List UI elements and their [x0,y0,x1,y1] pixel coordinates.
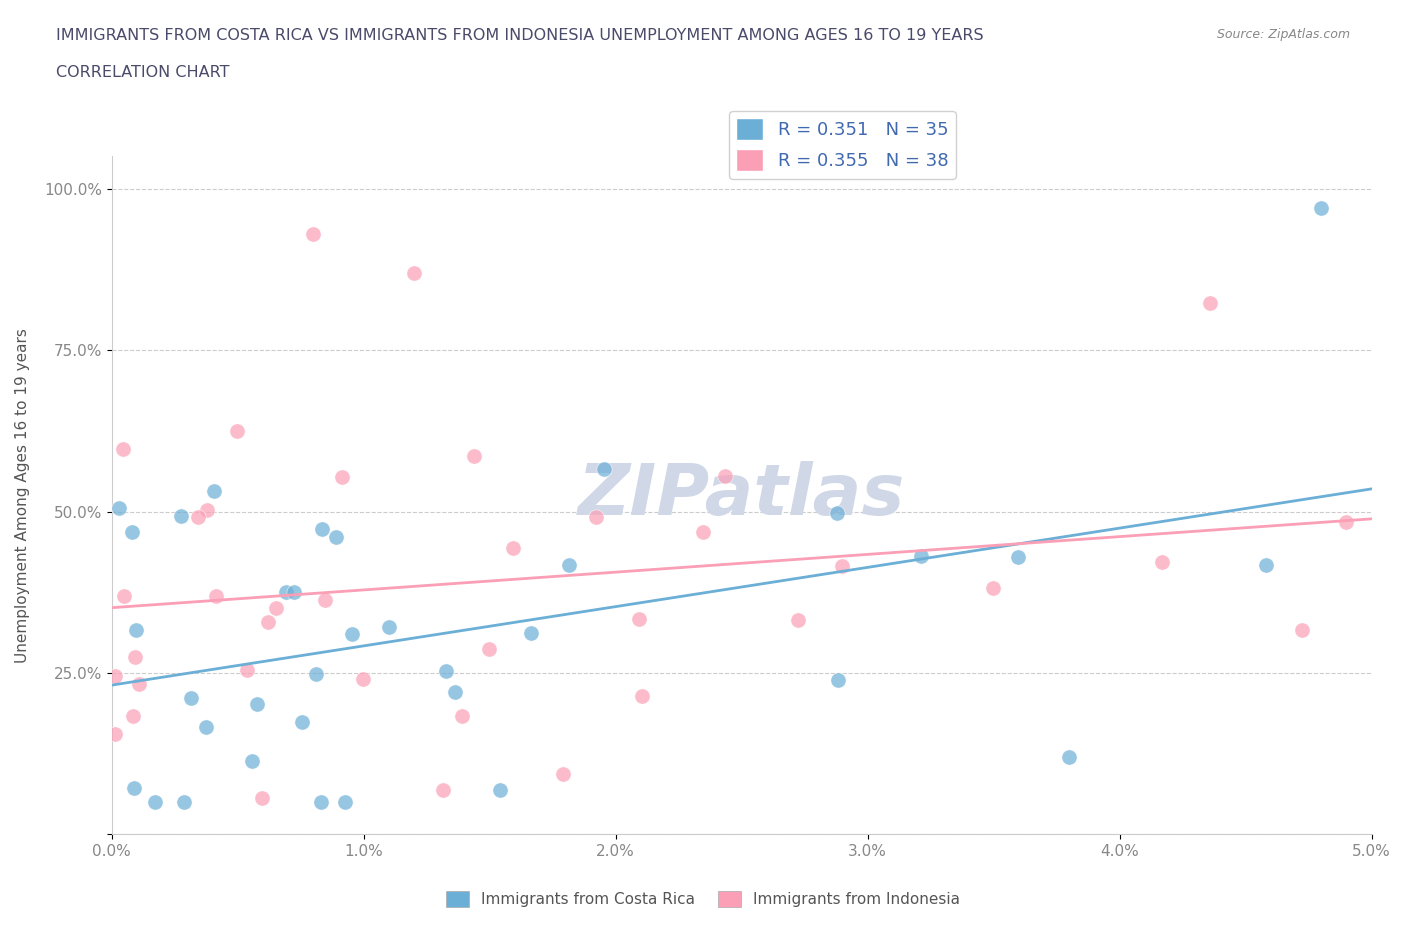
Point [325,530,347,545]
Point [981,580,1004,595]
Point [291,714,314,729]
Point [173,795,195,810]
Point [444,684,467,699]
Point [108,500,131,515]
Point [180,691,202,706]
Point [1152,555,1174,570]
Point [242,754,264,769]
Text: Source: ZipAtlas.com: Source: ZipAtlas.com [1216,28,1350,41]
Point [302,226,325,241]
Point [1336,514,1358,529]
Point [378,619,401,634]
Point [585,510,607,525]
Point [202,484,225,498]
Point [309,795,332,810]
Legend: Immigrants from Costa Rica, Immigrants from Indonesia: Immigrants from Costa Rica, Immigrants f… [440,884,966,913]
Point [274,584,297,599]
Point [205,588,228,603]
Point [502,540,524,555]
Point [112,441,135,456]
Point [827,673,849,688]
Point [112,589,135,604]
Point [225,423,247,438]
Point [463,449,485,464]
Point [558,557,581,572]
Text: ZIPatlas: ZIPatlas [578,461,905,530]
Legend: R = 0.351   N = 35, R = 0.355   N = 38: R = 0.351 N = 35, R = 0.355 N = 38 [730,111,956,179]
Point [187,510,209,525]
Point [1254,558,1277,573]
Point [104,726,127,741]
Point [593,461,616,476]
Point [264,601,287,616]
Point [1007,550,1029,565]
Point [195,503,218,518]
Point [489,782,512,797]
Point [124,650,146,665]
Point [910,549,932,564]
Point [714,468,737,483]
Point [787,613,810,628]
Text: IMMIGRANTS FROM COSTA RICA VS IMMIGRANTS FROM INDONESIA UNEMPLOYMENT AMONG AGES : IMMIGRANTS FROM COSTA RICA VS IMMIGRANTS… [56,28,984,43]
Point [432,783,454,798]
Point [143,795,166,810]
Point [335,795,357,810]
Point [825,505,848,520]
Point [124,623,146,638]
Point [1310,201,1333,216]
Point [520,626,543,641]
Point [121,525,143,539]
Point [122,780,145,795]
Point [246,697,269,711]
Point [252,790,274,805]
Point [352,671,374,686]
Point [311,521,333,536]
Point [627,612,650,627]
Point [195,720,218,735]
Point [477,641,499,656]
Point [283,584,305,599]
Point [451,709,474,724]
Point [305,667,328,682]
Point [170,509,193,524]
Point [236,663,259,678]
Point [1291,622,1313,637]
Text: CORRELATION CHART: CORRELATION CHART [56,65,229,80]
Point [402,265,425,280]
Point [330,470,353,485]
Point [104,669,127,684]
Point [128,676,150,691]
Point [831,558,853,573]
Point [1057,750,1080,764]
Point [692,525,714,540]
Point [314,592,336,607]
Point [631,688,654,703]
Point [122,709,145,724]
Point [340,626,363,641]
Point [434,663,457,678]
Point [1199,296,1222,311]
Point [553,766,575,781]
Y-axis label: Unemployment Among Ages 16 to 19 years: Unemployment Among Ages 16 to 19 years [15,328,30,663]
Point [257,614,280,629]
